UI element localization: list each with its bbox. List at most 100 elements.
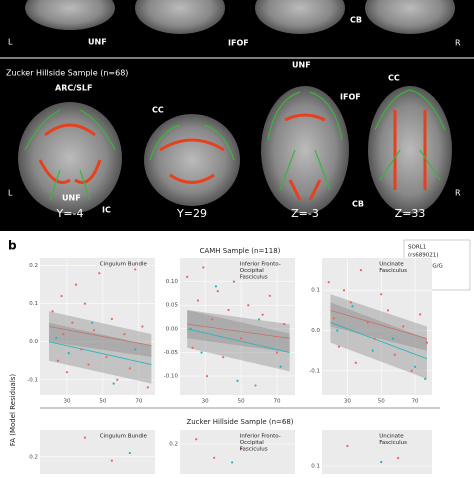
label: L xyxy=(8,38,13,47)
fit-line xyxy=(48,341,152,365)
point xyxy=(402,325,405,328)
label: CC xyxy=(152,106,164,115)
point xyxy=(134,268,137,271)
label: ARC/SLF xyxy=(55,84,92,93)
label: R xyxy=(455,39,461,48)
label: L xyxy=(8,189,13,198)
confidence-band xyxy=(330,294,427,351)
y-tick-label: 0.1 xyxy=(311,288,320,294)
point xyxy=(196,299,200,302)
point xyxy=(123,333,126,336)
point xyxy=(83,436,87,439)
point xyxy=(112,382,115,385)
point xyxy=(359,268,363,272)
point xyxy=(354,361,357,364)
slice-label: Z=33 xyxy=(395,207,426,220)
point xyxy=(413,365,417,368)
point xyxy=(232,280,236,283)
label: IC xyxy=(102,206,111,215)
point xyxy=(336,329,339,332)
x-tick-label: 70 xyxy=(274,399,281,405)
y-axis-label: FA (Model Residuals) xyxy=(9,374,17,447)
slice-label: Y=-4 xyxy=(56,207,84,220)
chart-title: Inferior Fronto- xyxy=(240,262,281,268)
point xyxy=(216,289,219,293)
point xyxy=(239,447,243,450)
x-tick-label: 50 xyxy=(378,399,385,405)
y-tick-label: -0.1 xyxy=(27,377,38,383)
point xyxy=(342,289,346,292)
point xyxy=(337,345,341,348)
point xyxy=(349,301,352,304)
point xyxy=(62,333,65,336)
point xyxy=(380,460,383,464)
point xyxy=(83,302,87,305)
point xyxy=(55,336,58,340)
x-tick-label: 50 xyxy=(238,399,245,405)
y-tick-label: -0.05 xyxy=(164,350,179,356)
point xyxy=(424,377,427,380)
plot-bg xyxy=(180,430,295,474)
point xyxy=(268,294,271,297)
panel-label: b xyxy=(8,239,17,253)
point xyxy=(141,325,144,328)
point xyxy=(205,375,209,378)
y-tick-label: 0.0 xyxy=(29,339,38,345)
point xyxy=(279,365,282,368)
point xyxy=(371,349,374,352)
y-tick-label: 0.10 xyxy=(166,279,179,285)
chart-title: Occipital xyxy=(240,268,264,274)
legend-title: SORL1 xyxy=(408,245,426,251)
x-tick-label: 30 xyxy=(63,399,70,405)
point xyxy=(222,356,225,359)
point xyxy=(200,351,203,354)
plot-bg xyxy=(180,258,295,395)
point xyxy=(110,317,113,320)
point xyxy=(105,355,108,359)
point xyxy=(346,444,349,448)
point xyxy=(60,294,63,298)
point xyxy=(51,310,54,313)
point xyxy=(275,351,279,354)
point xyxy=(227,308,230,312)
point xyxy=(214,285,218,288)
y-tick-label: 0.05 xyxy=(166,303,179,309)
point xyxy=(397,456,400,460)
chart-title: Occipital xyxy=(240,440,264,446)
y-tick-label: 0.2 xyxy=(29,454,38,460)
label: UNF xyxy=(88,38,107,47)
label: R xyxy=(455,189,461,198)
y-tick-label: 0.1 xyxy=(311,464,320,470)
point xyxy=(195,438,198,441)
point xyxy=(80,348,83,351)
y-tick-label: 0.00 xyxy=(166,326,179,332)
point xyxy=(128,367,131,370)
label: CC xyxy=(388,74,400,83)
point xyxy=(366,321,369,324)
chart-title: Fasciculus xyxy=(379,440,407,446)
point xyxy=(247,304,250,307)
point xyxy=(128,451,131,455)
point xyxy=(236,379,239,382)
point xyxy=(191,346,194,349)
section-title: Zucker Hillside Sample (n=68) xyxy=(6,69,128,78)
label: IFOF xyxy=(228,39,249,48)
point xyxy=(71,321,74,324)
point xyxy=(332,317,335,320)
chart-title: Fasciculus xyxy=(240,447,268,453)
y-tick-label: -0.10 xyxy=(164,374,179,380)
point xyxy=(98,272,101,275)
point xyxy=(239,337,243,340)
point xyxy=(74,283,78,286)
point xyxy=(351,305,354,308)
y-tick-label: 0.2 xyxy=(29,263,38,269)
point xyxy=(186,275,189,278)
x-tick-label: 30 xyxy=(202,399,209,405)
point xyxy=(393,353,396,356)
point xyxy=(380,293,383,296)
slice-label: Z=-3 xyxy=(291,207,319,220)
point xyxy=(410,369,413,372)
chart-title: Uncinate xyxy=(379,262,404,268)
point xyxy=(67,352,70,355)
point xyxy=(231,461,234,464)
